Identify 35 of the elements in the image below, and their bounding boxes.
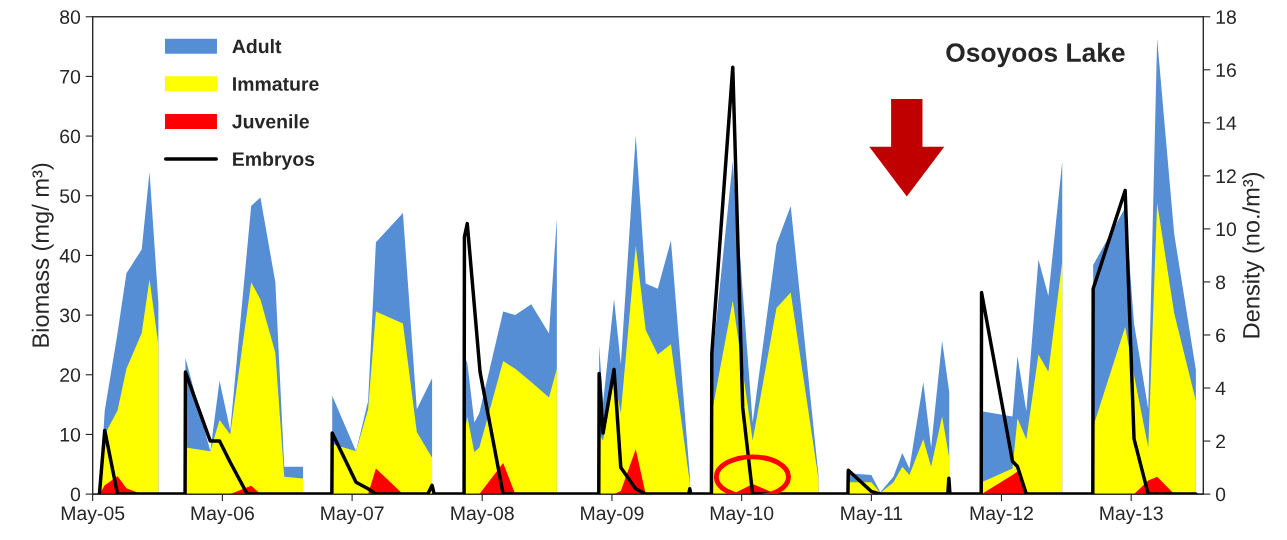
y2-tick-label: 16: [1216, 63, 1236, 78]
x-tick-label: May-09: [581, 506, 644, 525]
y2-axis-title: Density (no./m³): [1242, 172, 1265, 338]
y-tick-label: 0: [70, 487, 81, 502]
y2-tick-label: 8: [1216, 275, 1226, 290]
x-tick-label: May-12: [970, 506, 1033, 525]
legend-label: Immature: [233, 77, 319, 91]
y-tick-label: 20: [60, 368, 81, 382]
y2-tick-label: 12: [1216, 169, 1236, 183]
y-tick-label: 70: [60, 69, 81, 84]
x-tick-label: May-13: [1100, 506, 1163, 525]
x-tick-label: May-10: [710, 506, 774, 525]
y-tick-label: 60: [60, 129, 81, 144]
y2-tick-label: 4: [1215, 381, 1226, 396]
y2-tick-label: 6: [1216, 328, 1226, 343]
x-tick-label: May-11: [841, 506, 903, 525]
legend-label: Adult: [232, 39, 282, 54]
x-tick-label: May-08: [451, 506, 514, 525]
y-tick-label: 10: [60, 427, 81, 442]
text: Osoyoos Lake: [946, 42, 1125, 68]
y2-tick-label: 14: [1216, 116, 1237, 130]
legend-label: Embryos: [233, 151, 315, 170]
y2-tick-label: 0: [1215, 487, 1226, 502]
y-axis-title: Biomass (mg/ m³): [31, 163, 54, 347]
y-tick-label: 50: [60, 189, 81, 203]
x-tick-label: May-05: [61, 506, 125, 525]
legend-label: Juvenile: [232, 114, 309, 129]
y2-tick-label: 10: [1216, 222, 1237, 237]
y2-tick-label: 2: [1216, 434, 1225, 449]
y-tick-label: 80: [60, 10, 81, 24]
y2-tick-label: 18: [1216, 10, 1236, 24]
y-tick-label: 30: [59, 308, 81, 323]
y-tick-label: 40: [59, 248, 81, 263]
x-tick-label: May-07: [321, 506, 384, 525]
x-tick-label: May-06: [191, 506, 254, 525]
